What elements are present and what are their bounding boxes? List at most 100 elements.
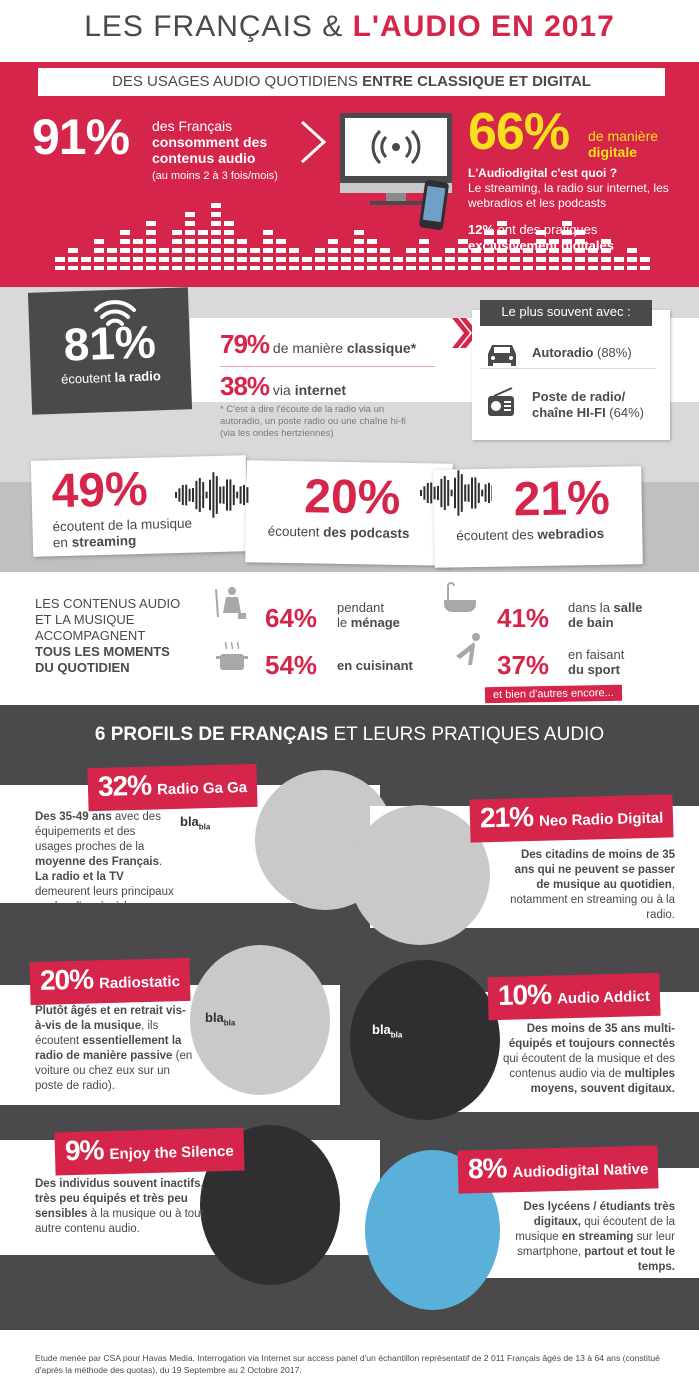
description-segment: qui écoutent de la musique — [515, 1216, 675, 1243]
equalizer-bar — [159, 257, 169, 262]
equalizer-bar — [185, 266, 195, 270]
equalizer-bar — [445, 248, 455, 253]
profile-description: Des 35-49 ans avec des équipements et de… — [35, 810, 175, 930]
equalizer-bar — [328, 266, 338, 270]
cleaning-percent: 64% — [265, 603, 318, 633]
equalizer-bar — [432, 266, 442, 270]
equalizer-bar — [640, 266, 650, 270]
equalizer-bar — [445, 266, 455, 270]
wave-bar — [236, 491, 239, 499]
equalizer-bar — [146, 266, 156, 270]
equalizer-bar — [68, 257, 78, 262]
equalizer-bar — [523, 257, 533, 262]
profile-label: 20% Radiostatic — [29, 957, 191, 1006]
wave-bar — [192, 487, 194, 503]
equalizer-bar — [367, 266, 377, 270]
equalizer-bar — [120, 239, 130, 244]
equalizer-bar — [224, 221, 234, 226]
wave-bar — [423, 486, 426, 500]
equalizer-bar — [471, 257, 481, 262]
equalizer-bar — [172, 230, 182, 235]
wave-bar — [175, 492, 177, 498]
equalizer-bar — [94, 239, 104, 244]
profile-percent: 21% — [479, 801, 534, 834]
equalizer-bar — [328, 239, 338, 244]
profile-illustration — [190, 945, 330, 1095]
equalizer-bar — [575, 239, 585, 244]
equalizer-bar — [107, 257, 117, 262]
equalizer-bar — [614, 266, 624, 270]
equalizer-bar — [536, 239, 546, 244]
footnote: * C'est à dire l'écoute de la radio via … — [220, 404, 406, 439]
equalizer-bar — [55, 257, 65, 262]
equalizer-bar — [302, 266, 312, 270]
wave-bar — [185, 484, 188, 506]
wave-bar — [195, 480, 198, 510]
equalizer-bar — [276, 266, 286, 270]
divider — [220, 366, 435, 367]
equalizer-bar — [237, 266, 247, 270]
equalizer-bar — [575, 266, 585, 270]
equalizer-bar — [588, 257, 598, 262]
bla-big: bla — [180, 814, 199, 829]
equalizer-bar — [185, 257, 195, 262]
section-banner: DES USAGES AUDIO QUOTIDIENS ENTRE CLASSI… — [38, 68, 665, 96]
equalizer-bar — [588, 248, 598, 253]
equalizer-bar — [211, 257, 221, 262]
equalizer-bar — [146, 248, 156, 253]
bla-small: bla — [223, 1018, 236, 1028]
equalizer-bar — [133, 266, 143, 270]
profile-name: Audiodigital Native — [512, 1160, 649, 1182]
equalizer-bar — [211, 266, 221, 270]
equalizer-bar — [159, 266, 169, 270]
more-label: et bien d'autres encore... — [484, 684, 622, 704]
cooking-pot-icon — [216, 641, 248, 670]
equalizer-bar — [458, 257, 468, 262]
equalizer-bar — [276, 248, 286, 253]
description-segment: Des lycéens / étudiants très digitaux, — [523, 1201, 675, 1228]
equalizer-bar — [380, 266, 390, 270]
equalizer-bar — [367, 257, 377, 262]
equalizer-bar — [185, 239, 195, 244]
equalizer-bar — [172, 239, 182, 244]
wave-bar — [457, 470, 460, 516]
equalizer-bar — [185, 248, 195, 253]
equalizer-bar — [523, 248, 533, 253]
profile-description: Des citadins de moins de 35 ans qui ne p… — [505, 848, 675, 923]
equalizer-bar — [276, 239, 286, 244]
wave-bar — [219, 486, 222, 504]
profile-name: Radiostatic — [98, 973, 181, 993]
equalizer-bar — [107, 266, 117, 270]
equalizer-bar — [549, 239, 559, 244]
equalizer-bar — [562, 239, 572, 244]
cooking-percent: 54% — [265, 650, 318, 680]
equalizer-bar — [263, 248, 273, 253]
equalizer-bar — [224, 248, 234, 253]
equalizer-bar — [263, 266, 273, 270]
profiles-title: 6 PROFILS DE FRANÇAIS ET LEURS PRATIQUES… — [94, 724, 605, 745]
description-segment: multiples moyens, souvent digitaux. — [530, 1068, 675, 1095]
profile-illustration — [350, 960, 500, 1120]
sport-label: en faisant du sport — [568, 647, 625, 677]
description-segment: demeurent leurs principaux modes d'accès… — [35, 886, 174, 928]
car-icon — [488, 345, 516, 366]
page-title: LES FRANÇAIS & L'AUDIO EN 2017 — [84, 10, 615, 43]
profile-description: Des lycéens / étudiants très digitaux, q… — [500, 1200, 675, 1275]
equalizer-bar — [497, 221, 507, 226]
equalizer-bar — [133, 257, 143, 262]
wave-bar — [212, 472, 215, 518]
equalizer-bar — [536, 257, 546, 262]
wifi-icon — [94, 300, 136, 326]
equalizer-graphic — [55, 203, 650, 270]
wave-bar — [198, 477, 201, 513]
equalizer-bar — [250, 248, 260, 253]
equalizer-bar — [354, 257, 364, 262]
equalizer-bar — [510, 257, 520, 262]
equalizer-bar — [458, 239, 468, 244]
profile-name: Enjoy the Silence — [109, 1142, 234, 1164]
equalizer-bar — [133, 239, 143, 244]
equalizer-bar — [341, 257, 351, 262]
profile-label: 32% Radio Ga Ga — [87, 763, 258, 812]
equalizer-bar — [120, 266, 130, 270]
wave-bar — [437, 485, 439, 501]
